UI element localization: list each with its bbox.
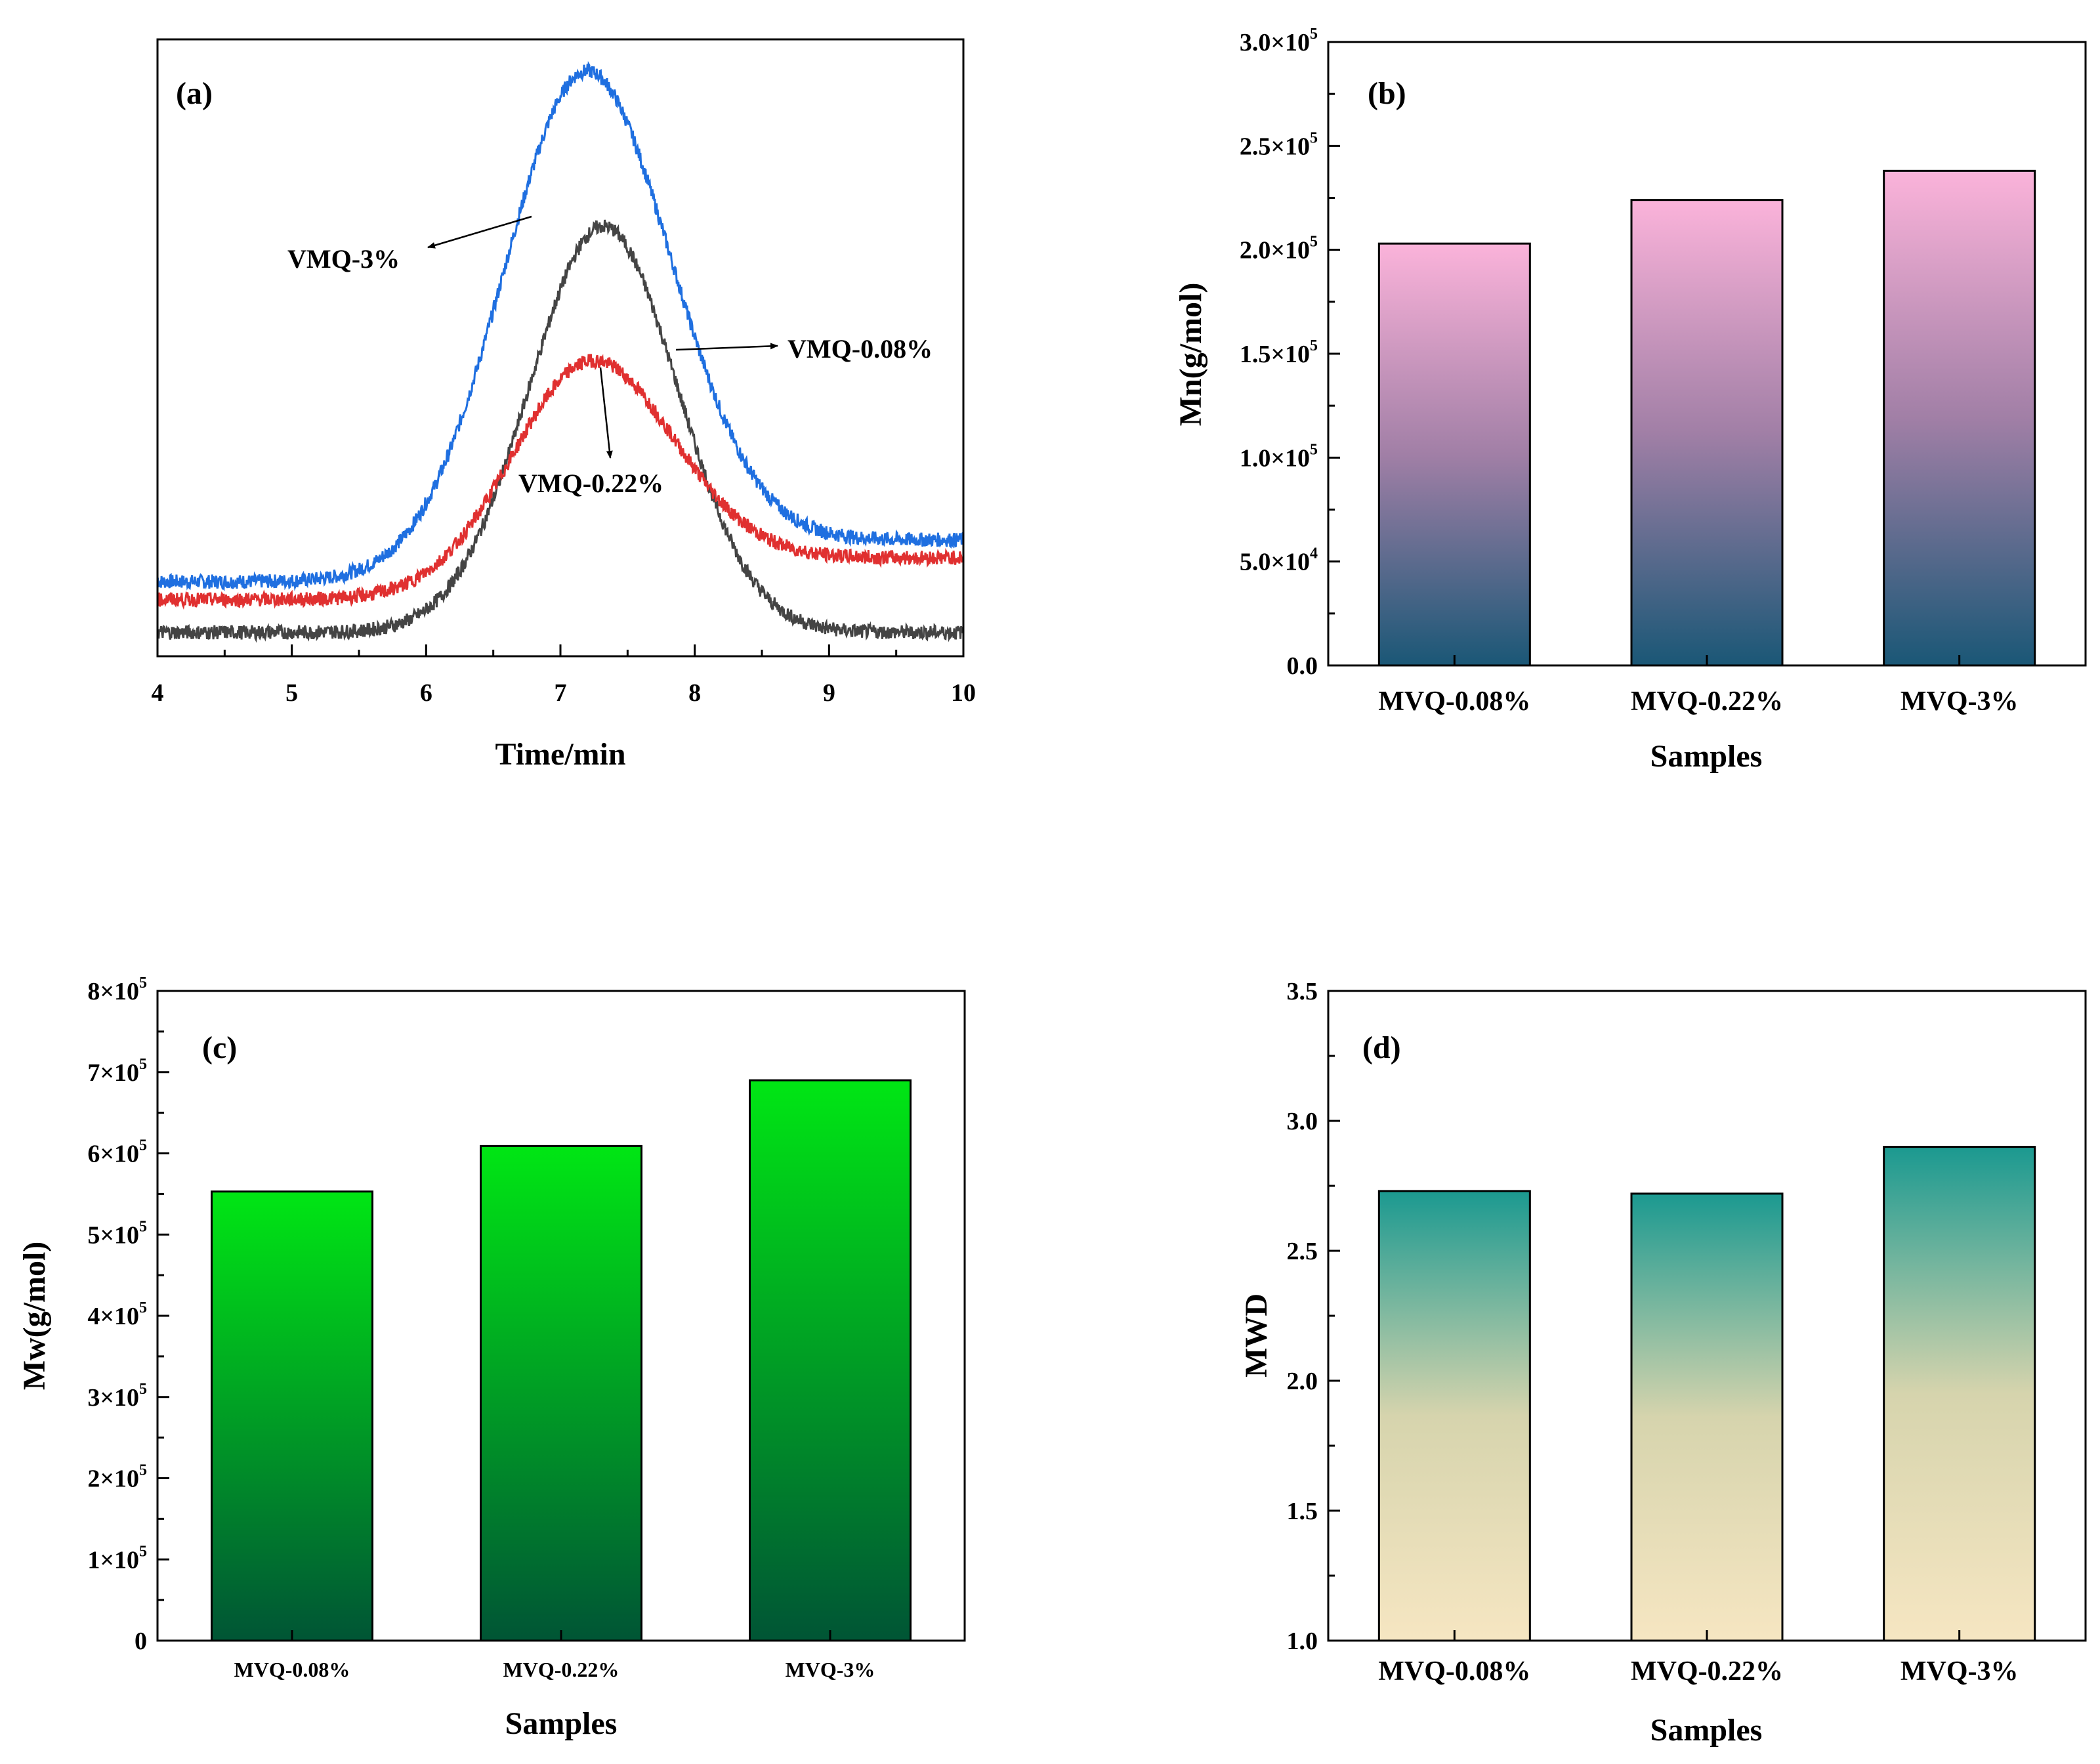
x-tick-label: MVQ-3% (786, 1658, 875, 1681)
x-tick-label: MVQ-0.08% (234, 1658, 350, 1681)
bar-mvq-0-08- (211, 1190, 373, 1642)
x-tick-label: MVQ-0.08% (1378, 1656, 1530, 1687)
panel-c-x-ticks: MVQ-0.08% MVQ-0.22% MVQ-3% (234, 1630, 875, 1681)
panel-d-y-ticks: 1.0 1.5 2.0 2.5 3.0 3.5 (1287, 978, 1340, 1655)
annotation-arrow (675, 343, 778, 351)
bar-mvq-3- (749, 1079, 912, 1642)
panel-b-x-axis-label: Samples (1650, 739, 1763, 774)
y-tick-label: 7×105 (87, 1056, 147, 1087)
x-tick-label: 8 (688, 679, 701, 707)
panel-b-bars (1377, 169, 2036, 667)
annotation-label-vmq-3-: VMQ-3% (287, 244, 400, 274)
y-tick-label: 2.0×105 (1240, 234, 1318, 264)
x-tick-label: MVQ-3% (1900, 1656, 2019, 1687)
series-line-vmq-0-22- (156, 354, 965, 610)
y-tick-label: 4×105 (87, 1299, 147, 1330)
panel-d-x-axis-label: Samples (1650, 1713, 1763, 1748)
panel-a-label: (a) (176, 76, 213, 111)
x-tick-label: MVQ-0.22% (503, 1658, 620, 1681)
panel-d: 1.01.52.02.53.03.5 MVQ-0.08% MVQ-0.22% MVQ… (1239, 978, 2087, 1748)
x-tick-label: 6 (420, 679, 432, 707)
panel-a-series (156, 61, 965, 643)
y-tick-label: 2.5×105 (1240, 129, 1318, 160)
series-line-vmq-0-08- (156, 219, 965, 643)
bar-mvq-3- (1883, 169, 2036, 667)
y-tick-label: 5×105 (87, 1218, 147, 1249)
y-tick-label: 3×105 (87, 1381, 147, 1412)
y-tick-label: 2×105 (87, 1462, 147, 1493)
y-tick-label: 3.0 (1287, 1108, 1318, 1135)
x-tick-label: 9 (823, 679, 835, 707)
panel-c-label: (c) (202, 1030, 237, 1065)
y-tick-label: 5.0×104 (1240, 545, 1318, 576)
bar-mvq-0-22- (1630, 199, 1784, 667)
x-tick-label: MVQ-0.22% (1631, 1656, 1783, 1687)
panel-b: 0.0 5.0×104 1.0×105 1.5×105 2.0×105 2.5×105 3.… (1173, 26, 2087, 774)
annotation-label-vmq-0-22-: VMQ-0.22% (518, 469, 663, 498)
panel-b-y-ticks: 0.0 5.0×104 1.0×105 1.5×105 2.0×105 2.5×105 3.… (1240, 26, 1340, 680)
bar-mvq-0-08- (1377, 1190, 1531, 1642)
panel-d-bars (1377, 1146, 2036, 1642)
panel-a-x-ticks: 4 5 6 7 8 9 10 (152, 644, 976, 707)
annotation-arrow (427, 215, 532, 249)
panel-c-y-ticks: 0 1×105 2×105 3×105 4×105 5×105 6×105 7×105 8×10… (87, 975, 169, 1655)
y-tick-label: 3.5 (1287, 978, 1318, 1005)
y-tick-label: 1.0 (1287, 1628, 1318, 1655)
x-tick-label: MVQ-3% (1900, 686, 2019, 717)
y-tick-label: 3.0×105 (1240, 26, 1318, 56)
bar-mvq-0-08- (1377, 242, 1531, 667)
x-tick-label: 4 (152, 679, 164, 707)
series-line-vmq-3- (156, 61, 965, 592)
panel-d-x-ticks: MVQ-0.08% MVQ-0.22% MVQ-3% (1378, 1630, 2018, 1687)
x-tick-label: MVQ-0.08% (1378, 686, 1530, 717)
x-tick-label: MVQ-0.22% (1631, 686, 1783, 717)
x-tick-label: 7 (555, 679, 567, 707)
annotation-arrow (599, 367, 613, 459)
y-tick-label: 2.0 (1287, 1368, 1318, 1395)
panel-c-y-axis-label: Mw(g/mol) (17, 1242, 52, 1391)
panel-b-y-axis-label: Mn(g/mol) (1173, 283, 1208, 427)
x-tick-label: 5 (285, 679, 298, 707)
x-tick-label: 10 (951, 679, 976, 707)
panel-a: 4 5 6 7 8 9 10 (a) Time/min VMQ-3%VMQ-0.08%VMQ… (152, 38, 976, 772)
bar-mvq-3- (1883, 1146, 2036, 1642)
y-tick-label: 6×105 (87, 1137, 147, 1168)
panel-c-x-axis-label: Samples (505, 1706, 618, 1741)
panel-a-annotations: VMQ-3% VMQ-0.08% VMQ-0.22% (287, 215, 933, 498)
y-tick-label: 1.0×105 (1240, 441, 1318, 472)
annotation-label-vmq-0-08-: VMQ-0.08% (788, 334, 933, 364)
panel-b-x-ticks: MVQ-0.08% MVQ-0.22% MVQ-3% (1378, 655, 2018, 717)
bar-mvq-0-22- (1630, 1192, 1784, 1642)
y-tick-label: 0.0 (1287, 652, 1318, 680)
y-tick-label: 1.5 (1287, 1498, 1318, 1525)
panel-a-x-axis-label: Time/min (495, 737, 625, 772)
y-tick-label: 1×105 (87, 1543, 147, 1574)
panel-c-bars (211, 1079, 912, 1642)
y-tick-label: 8×105 (87, 975, 147, 1005)
y-tick-label: 0 (135, 1628, 147, 1655)
panel-c: 0 1×105 2×105 3×105 4×105 5×105 6×105 7×105 8×10… (17, 975, 966, 1741)
y-tick-label: 2.5 (1287, 1238, 1318, 1265)
bar-mvq-0-22- (480, 1144, 642, 1642)
panel-d-y-axis-label: MWD (1239, 1293, 1274, 1377)
y-tick-label: 1.5×105 (1240, 337, 1318, 368)
panel-d-label: (d) (1362, 1030, 1401, 1065)
panel-b-label: (b) (1368, 76, 1406, 111)
